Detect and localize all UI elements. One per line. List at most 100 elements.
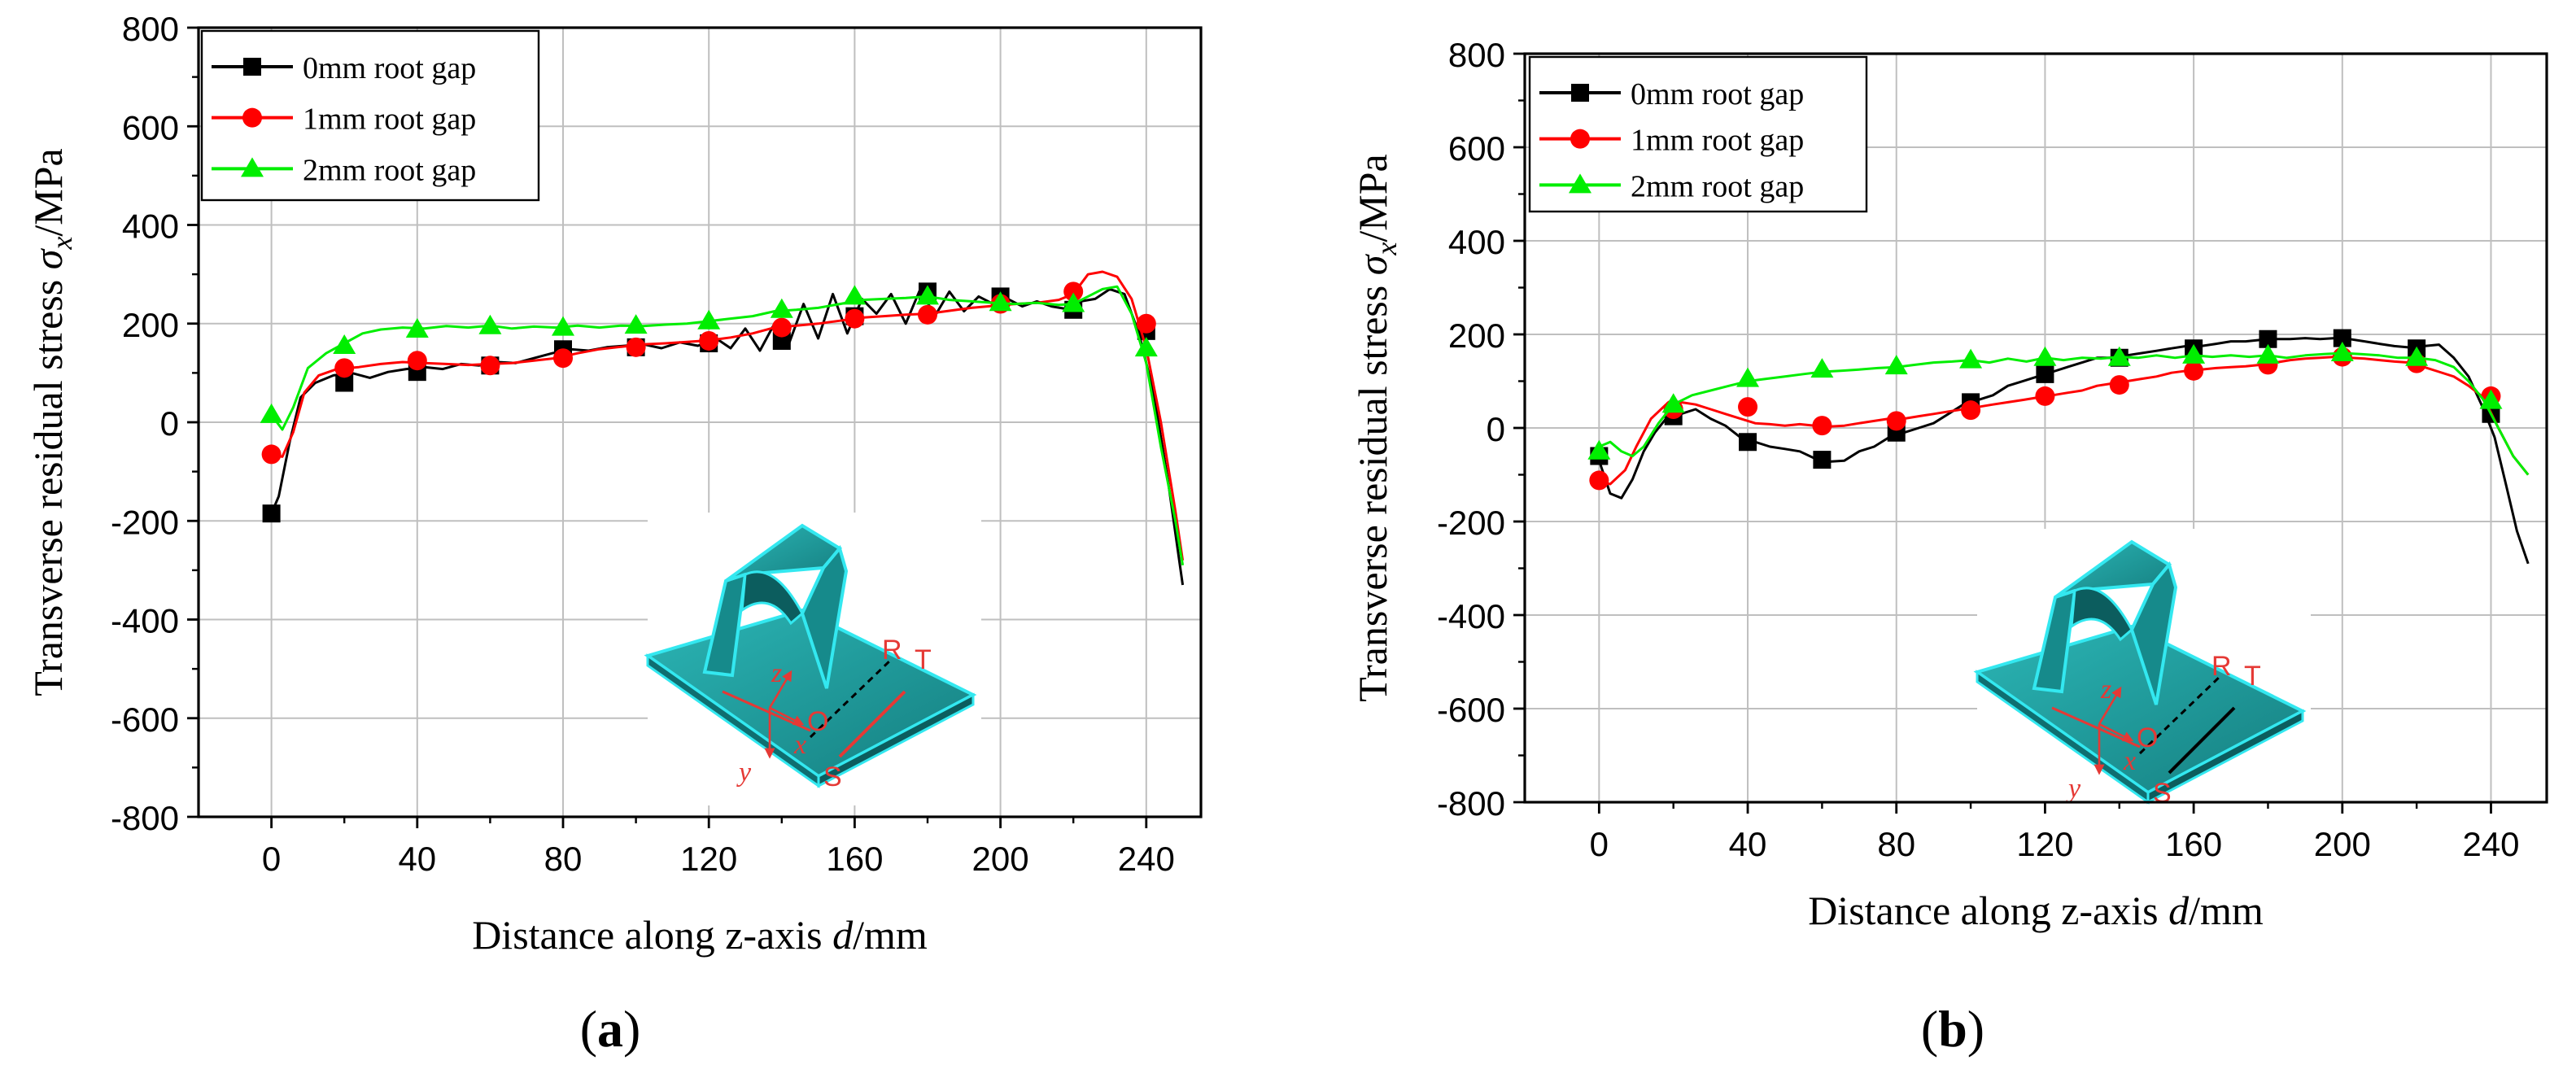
legend-marker-square bbox=[243, 58, 261, 76]
legend-label: 0mm root gap bbox=[303, 51, 476, 85]
series-square bbox=[1590, 329, 2530, 565]
panel-label-close: ) bbox=[623, 1000, 640, 1058]
weld-schematic-diagram: R T OSz x y bbox=[644, 513, 981, 805]
data-point-triangle bbox=[624, 314, 648, 334]
data-point-triangle bbox=[2479, 389, 2503, 409]
y-axis-label-unit: /MPa bbox=[25, 148, 71, 236]
x-tick-label: 40 bbox=[398, 840, 436, 878]
legend-marker-triangle bbox=[241, 157, 264, 177]
legend-item: 1mm root gap bbox=[212, 103, 476, 137]
base-plate-side-edge bbox=[2146, 709, 2304, 805]
hat-right-leg bbox=[800, 544, 849, 689]
y-tick-label: 400 bbox=[1448, 223, 1505, 261]
data-point-circle bbox=[845, 308, 865, 329]
x-axis-label-symbol: d bbox=[2168, 888, 2190, 933]
diagram-label-r: R bbox=[2211, 651, 2232, 682]
panel-label-letter: a bbox=[597, 1000, 623, 1058]
weld-schematic-diagram: R T OSz x y bbox=[1973, 529, 2311, 822]
y-tick-label: -600 bbox=[111, 700, 179, 739]
weld-line-dashed bbox=[809, 657, 893, 739]
panel-label: (b) bbox=[1921, 1000, 1984, 1058]
legend-marker-square bbox=[1571, 84, 1589, 102]
legend-item: 2mm root gap bbox=[1539, 169, 1804, 203]
diagram-label-y: y bbox=[736, 757, 752, 788]
legend-marker-triangle bbox=[1569, 173, 1591, 194]
x-tick-label: 40 bbox=[1729, 825, 1767, 863]
y-tick-label: 200 bbox=[122, 306, 179, 344]
x-axis-label-unit: /mm bbox=[853, 912, 928, 958]
data-point-circle bbox=[1886, 411, 1906, 431]
data-point-triangle bbox=[478, 314, 502, 334]
diagram-label-x: x bbox=[793, 730, 806, 760]
z-axis-arrow bbox=[2098, 686, 2122, 725]
data-point-circle bbox=[334, 358, 355, 378]
data-point-triangle bbox=[552, 316, 574, 336]
x-axis-arrow bbox=[2098, 722, 2134, 742]
data-point-circle bbox=[699, 330, 719, 351]
y-tick-label: 800 bbox=[1448, 36, 1505, 74]
data-point-triangle bbox=[2182, 343, 2206, 364]
diagram-label-s: S bbox=[2153, 778, 2172, 809]
diagram-label-o: O bbox=[807, 706, 828, 737]
panel-label-open: ( bbox=[580, 1000, 597, 1058]
x-tick-label: 240 bbox=[2462, 825, 2519, 863]
data-point-square bbox=[1813, 451, 1832, 469]
data-point-circle bbox=[1961, 400, 1981, 421]
x-tick-label: 160 bbox=[2165, 825, 2222, 863]
legend-item: 2mm root gap bbox=[212, 153, 476, 187]
data-point-triangle bbox=[2033, 346, 2057, 366]
x-axis-label-unit: /mm bbox=[2189, 888, 2264, 933]
data-point-triangle bbox=[1810, 358, 1834, 378]
legend-item: 0mm root gap bbox=[212, 51, 476, 85]
data-point-triangle bbox=[1736, 367, 1760, 387]
data-point-triangle bbox=[2107, 346, 2131, 366]
x-tick-label: 200 bbox=[2314, 825, 2371, 863]
diagram-label-z: z bbox=[771, 658, 782, 688]
legend-label: 1mm root gap bbox=[1631, 124, 1804, 158]
y-axis-label-subscript: x bbox=[46, 237, 78, 251]
y-tick-label: 0 bbox=[1487, 410, 1505, 448]
legend-item: 1mm root gap bbox=[1539, 124, 1804, 158]
y-axis-label: Transverse residual stress σx/MPa bbox=[1350, 154, 1403, 701]
data-point-circle bbox=[771, 317, 792, 338]
data-point-circle bbox=[1738, 397, 1758, 417]
x-tick-label: 80 bbox=[1877, 825, 1915, 863]
diagram-label-o: O bbox=[2137, 722, 2158, 753]
data-point-square bbox=[2036, 364, 2054, 383]
data-point-circle bbox=[480, 356, 500, 376]
y-tick-label: -200 bbox=[111, 503, 179, 541]
x-tick-label: 0 bbox=[1590, 825, 1609, 863]
data-point-triangle bbox=[770, 298, 793, 318]
chart-panel-a: R T OSz x y 0 40 80 120 160 200 240 -800 -600 -400 -20… bbox=[25, 10, 1203, 1058]
x-axis-arrow bbox=[769, 706, 805, 726]
x-tick-label: 240 bbox=[1118, 840, 1175, 878]
diagram-label-s: S bbox=[823, 762, 842, 792]
series-line bbox=[1597, 337, 2530, 565]
data-point-circle bbox=[553, 348, 573, 369]
data-point-triangle bbox=[1959, 348, 1983, 369]
data-point-circle bbox=[1063, 282, 1084, 302]
data-point-circle bbox=[626, 337, 646, 357]
data-point-circle bbox=[1589, 470, 1609, 491]
y-axis-label: Transverse residual stress σx/MPa bbox=[25, 148, 78, 696]
data-point-triangle bbox=[2405, 346, 2429, 366]
x-tick-label: 0 bbox=[262, 840, 281, 878]
y-tick-label: 800 bbox=[122, 10, 179, 48]
x-axis-label-prefix: Distance along z-axis bbox=[1808, 888, 2168, 933]
legend-label: 2mm root gap bbox=[303, 153, 476, 187]
data-point-triangle bbox=[405, 318, 429, 338]
data-point-triangle bbox=[1884, 355, 1908, 375]
legend-item: 0mm root gap bbox=[1539, 77, 1804, 111]
diagram-label-y: y bbox=[2066, 774, 2081, 804]
x-tick-label: 160 bbox=[826, 840, 883, 878]
x-axis-label-symbol: d bbox=[832, 912, 854, 958]
data-point-circle bbox=[918, 304, 937, 325]
series-triangle bbox=[1587, 342, 2530, 476]
data-point-triangle bbox=[916, 285, 939, 305]
y-axis-label-symbol: σ bbox=[25, 247, 71, 269]
hat-inner-opening bbox=[740, 570, 804, 626]
series-line bbox=[1598, 351, 2530, 476]
data-point-circle bbox=[261, 444, 282, 465]
x-axis-label: Distance along z-axis d/mm bbox=[472, 912, 928, 958]
